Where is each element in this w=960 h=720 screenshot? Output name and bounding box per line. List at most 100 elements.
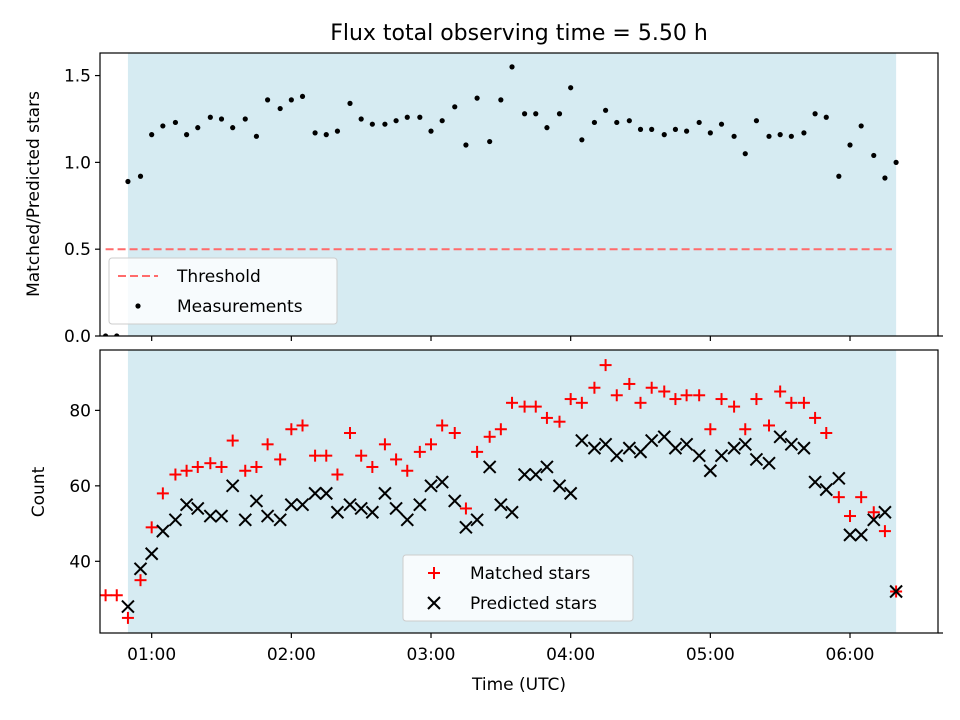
matched-star-point <box>285 423 298 436</box>
legend-measurements-swatch <box>135 303 141 309</box>
matched-star-point <box>459 502 472 515</box>
predicted-star-point <box>505 505 519 519</box>
predicted-star-point <box>517 467 532 482</box>
measurement-point <box>521 111 528 117</box>
matched-star-point <box>413 445 426 458</box>
measurement-point <box>684 128 690 134</box>
predicted-star-point <box>644 433 659 448</box>
measurement-point <box>404 114 410 120</box>
predicted-star-point <box>738 437 752 452</box>
measurement-point <box>672 126 679 132</box>
predicted-star-point <box>295 497 310 512</box>
matched-star-point <box>739 423 752 436</box>
measurement-point <box>149 132 155 138</box>
measurement-point <box>766 133 772 139</box>
predicted-star-point <box>144 547 159 561</box>
measurement-point <box>439 118 445 124</box>
predicted-star-point <box>378 486 392 501</box>
predicted-star-point <box>727 441 741 455</box>
predicted-star-point <box>797 441 811 455</box>
x-tick-label: 04:00 <box>546 645 595 665</box>
measurement-point <box>823 114 829 120</box>
measurement-point <box>102 333 109 336</box>
measurement-point <box>718 121 725 127</box>
predicted-star-point <box>308 486 322 501</box>
measurement-point <box>556 111 563 117</box>
predicted-star-point <box>319 486 333 501</box>
predicted-star-point <box>435 475 449 489</box>
predicted-star-point <box>214 509 229 523</box>
measurement-point <box>498 97 504 103</box>
measurement-point <box>602 107 609 113</box>
matched-star-point <box>344 427 357 440</box>
measurement-point <box>812 111 818 117</box>
predicted-star-point <box>191 501 205 516</box>
matched-star-point <box>110 589 123 602</box>
measurement-point <box>533 111 539 117</box>
measurement-point <box>474 95 480 101</box>
matched-star-point <box>134 574 147 587</box>
x-tick-label: 06:00 <box>826 645 875 665</box>
matched-star-point <box>506 396 519 409</box>
y-tick-label: 60 <box>69 477 91 497</box>
predicted-star-point <box>867 513 881 527</box>
predicted-star-point <box>238 513 252 527</box>
predicted-star-point <box>482 460 497 474</box>
matched-star-point <box>448 427 461 440</box>
matched-star-point <box>320 449 333 462</box>
predicted-star-point <box>260 509 275 523</box>
measurement-point <box>893 159 899 165</box>
measurement-point <box>242 116 248 122</box>
predicted-star-point <box>389 501 403 516</box>
x-tick-label: 03:00 <box>407 645 456 665</box>
measurement-point <box>299 93 306 100</box>
measurement-point <box>334 128 341 134</box>
predicted-star-point <box>424 479 438 493</box>
matched-star-point <box>728 400 741 413</box>
measurement-point <box>731 133 737 139</box>
matched-star-point <box>145 521 158 534</box>
matched-star-point <box>680 389 693 402</box>
measurement-point <box>509 64 515 70</box>
predicted-star-point <box>622 441 637 455</box>
predicted-star-point <box>784 437 799 452</box>
matched-star-point <box>645 381 658 394</box>
predicted-star-point <box>494 497 508 512</box>
matched-star-point <box>820 427 833 440</box>
matched-star-point <box>588 381 601 394</box>
matched-star-point <box>704 423 717 436</box>
count-y-axis-label: Count <box>29 466 49 517</box>
x-tick-label: 01:00 <box>127 645 176 665</box>
legend-predicted-swatch <box>427 596 441 610</box>
matched-star-point <box>296 419 309 432</box>
matched-star-point <box>785 396 798 409</box>
matched-star-point <box>215 460 228 473</box>
measurement-point <box>160 123 166 129</box>
matched-star-point <box>169 468 182 481</box>
predicted-star-point <box>843 528 857 542</box>
matched-star-point <box>204 457 217 470</box>
predicted-star-point <box>470 513 484 527</box>
matched-star-point <box>610 389 623 402</box>
predicted-star-point <box>156 524 170 538</box>
predicted-star-point <box>587 441 602 455</box>
predicted-star-point <box>808 475 822 489</box>
matched-star-point <box>191 460 204 473</box>
ratio-legend: Threshold Measurements <box>108 257 338 325</box>
matched-star-point <box>763 419 776 432</box>
matched-star-point <box>553 415 566 428</box>
legend-measurements-label: Measurements <box>177 297 303 317</box>
matched-star-point <box>518 400 531 413</box>
matched-star-point <box>623 377 636 390</box>
measurement-point <box>114 333 120 336</box>
matched-star-point <box>878 525 891 538</box>
measurement-point <box>591 119 598 126</box>
measurement-point <box>195 125 201 131</box>
predicted-star-point <box>354 501 368 516</box>
predicted-star-point <box>575 433 589 448</box>
measurement-point <box>579 137 585 143</box>
predicted-star-point <box>203 509 218 523</box>
predicted-star-point <box>878 505 892 519</box>
y-tick-label: 1.0 <box>64 153 91 173</box>
